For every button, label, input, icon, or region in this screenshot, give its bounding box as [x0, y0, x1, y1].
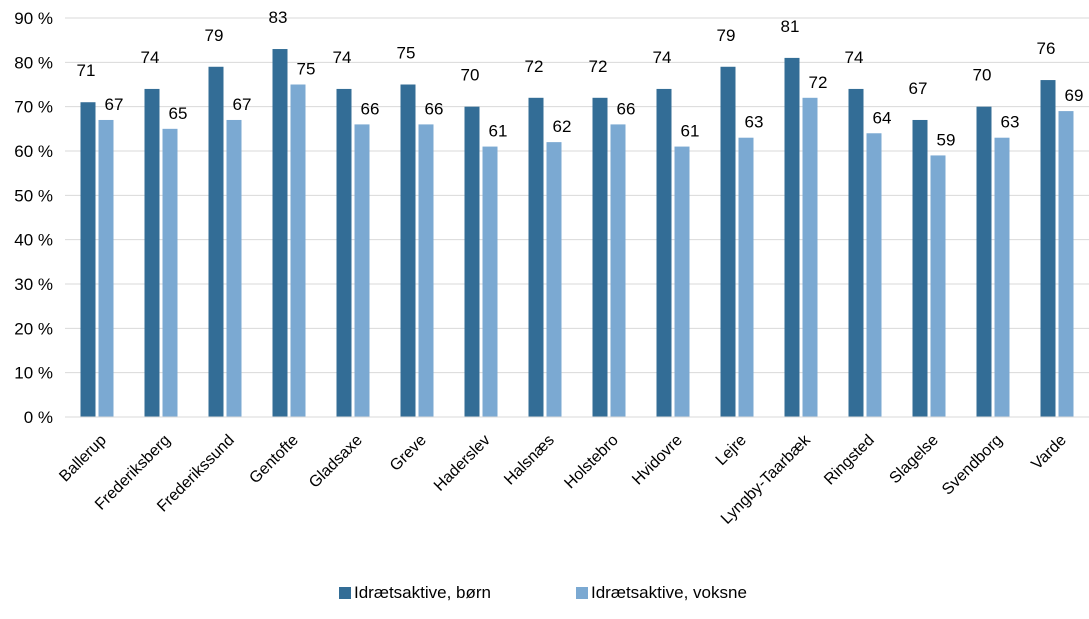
x-category-label: Gentofte	[246, 432, 301, 487]
bar-voksne	[802, 97, 818, 418]
x-category-label: Haderslev	[431, 432, 494, 495]
y-tick-label: 60 %	[14, 142, 53, 161]
bar-born	[400, 84, 416, 417]
bar-born	[80, 102, 96, 417]
data-label: 63	[745, 113, 764, 132]
bar-voksne	[418, 124, 434, 418]
legend-swatch-born	[339, 587, 351, 599]
x-category-label: Greve	[387, 432, 430, 475]
y-tick-label: 30 %	[14, 275, 53, 294]
data-label: 66	[617, 99, 636, 118]
data-label: 74	[653, 48, 672, 67]
bar-born	[144, 88, 160, 417]
legend-label-voksne: Idrætsaktive, voksne	[591, 583, 747, 602]
bar-voksne	[1058, 111, 1074, 417]
data-label: 74	[141, 48, 160, 67]
x-category-label: Slagelse	[886, 432, 941, 487]
data-labels: 71 67 74 65 79 67 83 75 74 66 75 66 70 61 72 62 72 66 74 61…	[77, 8, 1084, 149]
bar-born	[464, 106, 480, 418]
data-label: 71	[77, 61, 96, 80]
data-label: 81	[781, 17, 800, 36]
bar-voksne	[162, 128, 178, 418]
legend: Idrætsaktive, børn Idrætsaktive, voksne	[339, 583, 747, 602]
data-label: 67	[909, 79, 928, 98]
bars	[80, 49, 1074, 418]
x-category-label: Halsnæs	[501, 432, 558, 489]
x-category-label: Ringsted	[821, 432, 878, 489]
data-label: 69	[1065, 86, 1084, 105]
data-label: 75	[297, 60, 316, 79]
bar-born	[272, 49, 288, 418]
bar-born	[912, 119, 928, 417]
bar-voksne	[98, 119, 114, 417]
data-label: 67	[105, 95, 124, 114]
bar-voksne	[738, 137, 754, 417]
data-label: 76	[1037, 39, 1056, 58]
bar-born	[848, 88, 864, 417]
x-category-label: Varde	[1028, 432, 1069, 473]
x-category-label: Holstebro	[561, 432, 622, 493]
legend-label-born: Idrætsaktive, børn	[354, 583, 491, 602]
data-label: 64	[873, 108, 892, 127]
data-label: 79	[205, 26, 224, 45]
y-tick-label: 10 %	[14, 364, 53, 383]
data-label: 66	[361, 99, 380, 118]
bar-voksne	[290, 84, 306, 417]
data-label: 63	[1001, 113, 1020, 132]
bar-voksne	[546, 142, 562, 417]
data-label: 65	[169, 104, 188, 123]
data-label: 67	[233, 95, 252, 114]
x-category-label: Ballerup	[56, 432, 110, 486]
x-category-label: Hvidovre	[629, 432, 686, 489]
bar-born	[1040, 80, 1056, 418]
data-label: 62	[553, 117, 572, 136]
data-label: 72	[589, 57, 608, 76]
data-label: 61	[489, 122, 508, 141]
data-label: 74	[845, 48, 864, 67]
data-label: 75	[397, 44, 416, 63]
bar-born	[336, 88, 352, 417]
bar-born	[656, 88, 672, 417]
bar-born	[528, 97, 544, 418]
y-tick-label: 90 %	[14, 9, 53, 28]
data-label: 72	[525, 57, 544, 76]
bar-born	[976, 106, 992, 418]
data-label: 66	[425, 99, 444, 118]
bar-born	[784, 57, 800, 418]
data-label: 70	[973, 66, 992, 85]
bar-voksne	[610, 124, 626, 418]
y-tick-label: 50 %	[14, 186, 53, 205]
data-label: 72	[809, 73, 828, 92]
data-label: 59	[937, 130, 956, 149]
y-tick-label: 40 %	[14, 231, 53, 250]
bar-born	[592, 97, 608, 418]
bar-voksne	[866, 133, 882, 417]
data-label: 79	[717, 26, 736, 45]
y-axis-ticks: 0 % 10 % 20 % 30 % 40 % 50 % 60 % 70 % 80 % 90 %	[14, 9, 53, 427]
bar-born	[720, 66, 736, 418]
y-tick-label: 0 %	[24, 408, 53, 427]
bar-voksne	[226, 119, 242, 417]
bar-voksne	[930, 155, 946, 417]
bar-born	[208, 66, 224, 418]
bar-voksne	[994, 137, 1010, 417]
data-label: 74	[333, 48, 352, 67]
y-tick-label: 80 %	[14, 53, 53, 72]
x-category-label: Gladsaxe	[306, 432, 366, 492]
x-category-label: Svendborg	[939, 432, 1006, 499]
y-tick-label: 70 %	[14, 98, 53, 117]
data-label: 83	[269, 8, 288, 27]
data-label: 70	[461, 66, 480, 85]
data-label: 61	[681, 122, 700, 141]
bar-voksne	[674, 146, 690, 418]
bar-voksne	[482, 146, 498, 418]
bar-voksne	[354, 124, 370, 418]
x-category-label: Lejre	[713, 432, 750, 469]
legend-swatch-voksne	[576, 587, 588, 599]
y-tick-label: 20 %	[14, 319, 53, 338]
